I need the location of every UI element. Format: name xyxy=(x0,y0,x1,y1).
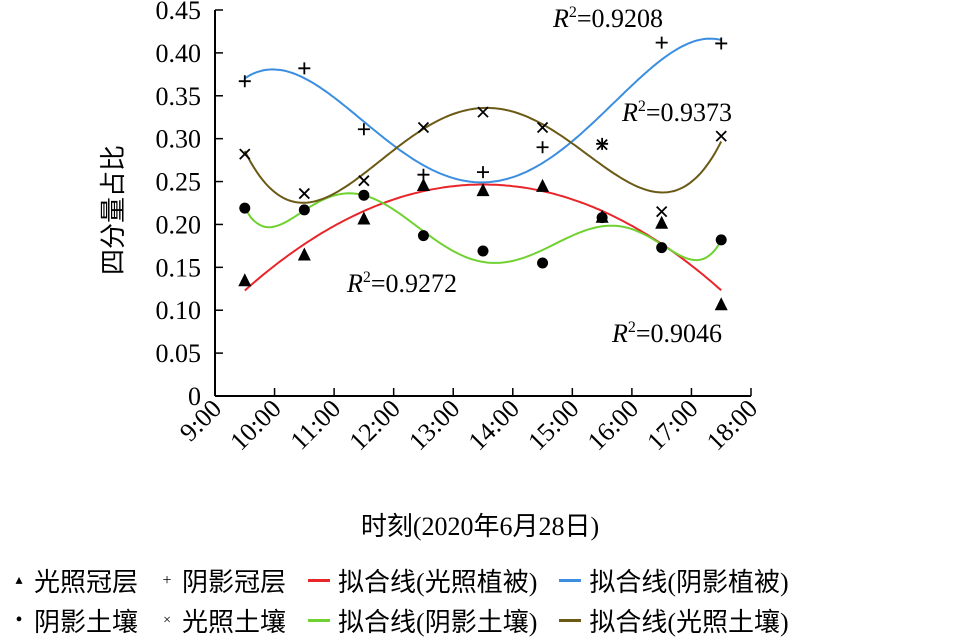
plus-point xyxy=(298,62,311,75)
legend-label: 光照冠层 xyxy=(34,568,139,597)
circle-point xyxy=(477,245,489,257)
cross-point xyxy=(417,121,430,134)
plus-point xyxy=(477,166,489,179)
y-tick-label: 0.05 xyxy=(156,339,202,368)
legend-label: 拟合线(阴影植被) xyxy=(589,568,789,597)
fit-curve xyxy=(244,37,722,184)
x-tick-label: 17:00 xyxy=(641,394,703,456)
legend-item-sunlit-soil: × 光照土壤 xyxy=(152,602,286,639)
legend-label: 拟合线(阴影土壤) xyxy=(338,608,538,637)
cross-point xyxy=(715,130,727,142)
legend-label: 拟合线(光照土壤) xyxy=(589,608,789,637)
legend-item-fit-sunlit-soil: 拟合线(光照土壤) xyxy=(551,602,789,639)
x-tick-label: 12:00 xyxy=(344,394,406,456)
x-tick-label: 15:00 xyxy=(522,394,584,456)
fit-curve xyxy=(243,106,723,204)
y-tick-label: 0.30 xyxy=(156,125,202,154)
legend-item-shaded-canopy: + 阴影冠层 xyxy=(152,562,287,599)
plus-marker-icon: + xyxy=(162,571,172,589)
triangle-point xyxy=(714,297,728,311)
legend-label: 光照土壤 xyxy=(182,608,287,637)
triangle-point xyxy=(416,177,430,191)
circle-point xyxy=(596,212,608,224)
legend-item-fit-shaded-veg: 拟合线(阴影植被) xyxy=(551,562,789,599)
cross-point xyxy=(358,175,370,187)
legend-item-sunlit-canopy: ▴ 光照冠层 xyxy=(4,562,138,599)
green-line-icon xyxy=(308,619,331,622)
triangle-point xyxy=(476,183,490,197)
triangle-point xyxy=(238,273,252,287)
plus-point xyxy=(417,168,430,181)
cross-point xyxy=(298,187,310,200)
y-tick-label: 0.40 xyxy=(156,39,202,68)
circle-point xyxy=(715,234,727,246)
cross-point xyxy=(596,139,608,151)
legend-label: 拟合线(光照植被) xyxy=(338,568,538,597)
plus-point xyxy=(238,75,251,88)
red-line-icon xyxy=(308,579,331,582)
brown-line-icon xyxy=(559,619,582,622)
circle-point xyxy=(537,257,549,269)
blue-line-icon xyxy=(559,579,582,582)
legend-row-1: ▴ 光照冠层 + 阴影冠层 拟合线(光照植被) 拟合线(阴影植被) xyxy=(4,562,803,599)
x-axis-title: 时刻(2020年6月28日) xyxy=(361,512,599,541)
y-tick-label: 0.45 xyxy=(156,0,202,25)
cross-point xyxy=(536,121,549,134)
cross-point xyxy=(656,205,668,218)
triangle-point xyxy=(297,247,311,261)
triangle-marker-icon: ▴ xyxy=(15,573,23,588)
triangle-point xyxy=(655,215,669,229)
circle-point xyxy=(239,202,251,214)
y-axis-title: 四分量占比 xyxy=(99,145,128,275)
x-tick-label: 11:00 xyxy=(285,394,347,456)
circle-marker-icon: • xyxy=(15,609,23,631)
r2-annotations: R2=0.9046 R2=0.9208 R2=0.9272 R2=0.9373 xyxy=(346,4,732,348)
legend-item-fit-sunlit-veg: 拟合线(光照植被) xyxy=(300,562,537,599)
r2-label: R2=0.9208 xyxy=(552,4,663,33)
y-tick-label: 0.20 xyxy=(156,210,202,239)
circle-point xyxy=(417,230,429,242)
x-tick-label: 10:00 xyxy=(224,394,286,456)
data-points xyxy=(238,36,728,311)
x-tick-label: 13:00 xyxy=(403,394,465,456)
x-tick-label: 16:00 xyxy=(582,394,644,456)
legend-label: 阴影冠层 xyxy=(182,568,287,597)
plus-point xyxy=(536,141,549,154)
x-tick-label: 9:00 xyxy=(174,394,227,447)
plus-point xyxy=(715,37,728,50)
x-tick-label: 14:00 xyxy=(463,394,525,456)
legend-label: 阴影土壤 xyxy=(34,608,139,637)
plus-point xyxy=(357,123,370,136)
cross-point xyxy=(239,148,251,160)
chart: 0 0.05 0.10 0.15 0.20 0.25 0.30 0.35 0.40 0.45 9:0… xyxy=(99,0,764,541)
triangle-point xyxy=(357,211,371,225)
plus-point xyxy=(655,36,668,49)
r2-label: R2=0.9046 xyxy=(611,319,722,348)
legend-row-2: • 阴影土壤 × 光照土壤 拟合线(阴影土壤) 拟合线(光照土壤) xyxy=(4,602,803,639)
circle-point xyxy=(358,189,370,201)
x-tick-label: 18:00 xyxy=(701,394,763,456)
y-tick-label: 0.25 xyxy=(156,168,202,197)
legend-item-shaded-soil: • 阴影土壤 xyxy=(4,602,138,639)
y-tick-label: 0 xyxy=(188,382,201,411)
circle-point xyxy=(298,204,310,216)
r2-label: R2=0.9272 xyxy=(346,269,457,298)
triangle-point xyxy=(536,178,550,192)
cross-point xyxy=(477,106,489,118)
cross-marker-icon: × xyxy=(163,612,171,628)
y-tick-label: 0.15 xyxy=(156,253,202,282)
axes: 0 0.05 0.10 0.15 0.20 0.25 0.30 0.35 0.40 0.45 9:0… xyxy=(156,0,764,456)
legend-item-fit-shaded-soil: 拟合线(阴影土壤) xyxy=(300,602,537,639)
y-tick-label: 0.35 xyxy=(156,82,202,111)
y-tick-label: 0.10 xyxy=(156,296,202,325)
r2-label: R2=0.9373 xyxy=(621,98,732,127)
circle-point xyxy=(656,242,668,254)
